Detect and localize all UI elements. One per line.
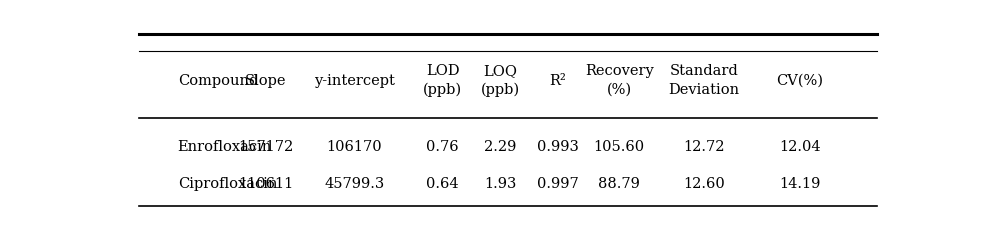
Text: 45799.3: 45799.3 [324, 177, 385, 191]
Text: Ciprofloxacin: Ciprofloxacin [177, 177, 277, 191]
Text: y-intercept: y-intercept [314, 73, 394, 88]
Text: 0.997: 0.997 [537, 177, 579, 191]
Text: LOQ
(ppb): LOQ (ppb) [481, 64, 519, 97]
Text: Compound: Compound [177, 73, 258, 88]
Text: 1.93: 1.93 [484, 177, 516, 191]
Text: 157172: 157172 [238, 140, 293, 154]
Text: R²: R² [549, 73, 566, 88]
Text: 0.993: 0.993 [537, 140, 579, 154]
Text: 12.04: 12.04 [779, 140, 821, 154]
Text: 0.76: 0.76 [426, 140, 459, 154]
Text: 0.64: 0.64 [426, 177, 459, 191]
Text: LOD
(ppb): LOD (ppb) [423, 64, 462, 97]
Text: 110611: 110611 [238, 177, 293, 191]
Text: 88.79: 88.79 [599, 177, 640, 191]
Text: 105.60: 105.60 [594, 140, 645, 154]
Text: 12.60: 12.60 [683, 177, 724, 191]
Text: Recovery
(%): Recovery (%) [585, 64, 654, 97]
Text: 106170: 106170 [326, 140, 383, 154]
Text: 12.72: 12.72 [683, 140, 724, 154]
Text: Enrofloxacin: Enrofloxacin [177, 140, 272, 154]
Text: CV(%): CV(%) [776, 73, 824, 88]
Text: 14.19: 14.19 [779, 177, 821, 191]
Text: Standard
Deviation: Standard Deviation [668, 64, 739, 97]
Text: 2.29: 2.29 [484, 140, 516, 154]
Text: Slope: Slope [245, 73, 286, 88]
